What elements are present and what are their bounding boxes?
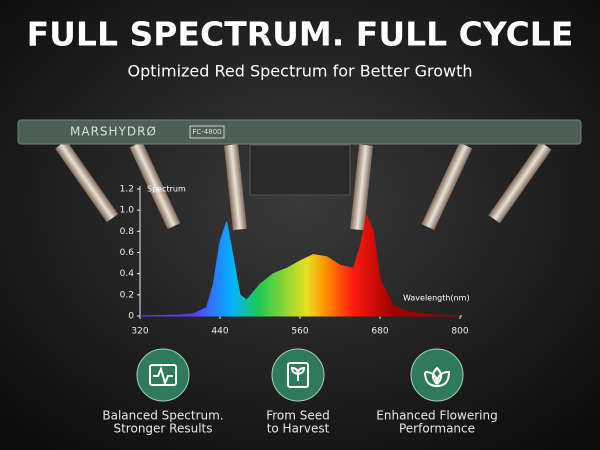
brand: MARSHYDRØ	[70, 125, 157, 139]
feature-label: Balanced Spectrum.	[102, 409, 223, 423]
x-axis-label: Wavelength(nm)	[403, 294, 470, 303]
features: Balanced Spectrum.Stronger Results From S…	[102, 348, 498, 436]
feature-label: Enhanced Flowering	[376, 409, 497, 423]
y-tick-label: 0.2	[120, 290, 134, 300]
y-tick-label: 0.6	[120, 248, 135, 258]
y-tick-label: 0	[128, 312, 134, 322]
title: FULL SPECTRUM. FULL CYCLE	[27, 15, 574, 54]
feature-label: From Seed	[266, 409, 330, 423]
y-tick-label: 0.8	[120, 227, 135, 237]
x-tick-label: 320	[131, 327, 148, 337]
x-tick-label: 440	[211, 327, 228, 337]
feature-label: Performance	[399, 422, 475, 436]
subtitle: Optimized Red Spectrum for Better Growth	[128, 62, 473, 81]
x-tick-label: 560	[291, 327, 308, 337]
x-tick-label: 680	[371, 327, 388, 337]
y-axis-label: Spectrum	[147, 185, 186, 194]
fixture: MARSHYDRØ FC-4800	[17, 119, 582, 231]
feature-label: Stronger Results	[113, 422, 212, 436]
spectrum-area	[139, 213, 461, 317]
x-tick-label: 800	[451, 327, 468, 337]
model: FC-4800	[192, 128, 221, 136]
y-tick-label: 1.0	[120, 206, 135, 216]
y-tick-label: 1.2	[120, 185, 134, 195]
feature-label: to Harvest	[267, 422, 330, 436]
y-tick-label: 0.4	[120, 269, 135, 279]
